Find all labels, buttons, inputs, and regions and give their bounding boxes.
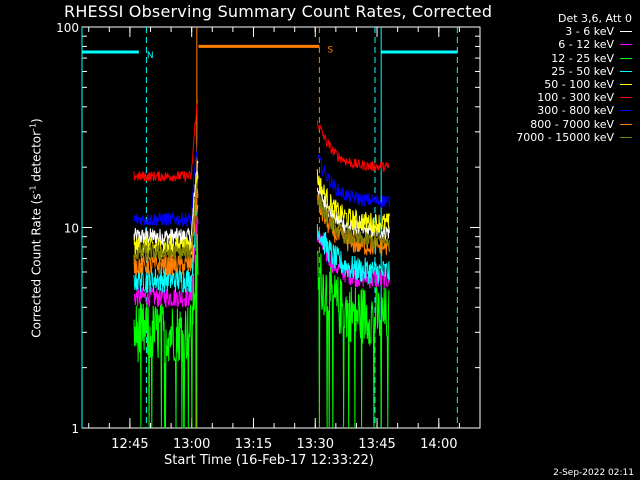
annotation-label: S bbox=[327, 45, 333, 55]
legend-swatch bbox=[620, 123, 632, 125]
x-tick-label: 13:45 bbox=[358, 437, 395, 452]
series-line bbox=[316, 223, 390, 285]
legend-swatch bbox=[620, 136, 632, 138]
series-line bbox=[133, 205, 199, 294]
series-line bbox=[133, 216, 199, 309]
legend-item: 25 - 50 keV bbox=[486, 65, 632, 78]
legend-item: 3 - 6 keV bbox=[486, 25, 632, 38]
x-tick-label: 13:15 bbox=[235, 437, 272, 452]
series-line bbox=[316, 169, 390, 234]
legend-item-label: 12 - 25 keV bbox=[551, 51, 614, 65]
annotation-label: N bbox=[147, 51, 154, 61]
legend-item-label: 50 - 100 keV bbox=[544, 77, 614, 91]
legend-item: 50 - 100 keV bbox=[486, 78, 632, 91]
legend-item-label: 100 - 300 keV bbox=[537, 91, 614, 105]
chart-title: RHESSI Observing Summary Count Rates, Co… bbox=[64, 2, 493, 21]
legend-swatch bbox=[620, 70, 632, 72]
legend-item-label: 800 - 7000 keV bbox=[530, 117, 614, 131]
legend-item-label: 25 - 50 keV bbox=[551, 64, 614, 78]
y-tick-label: 1 bbox=[71, 422, 79, 436]
x-axis-label: Start Time (16-Feb-17 12:33:22) bbox=[164, 453, 374, 468]
legend-item-label: 7000 - 15000 keV bbox=[516, 130, 614, 144]
footer-date: 2-Sep-2022 02:11 bbox=[553, 468, 634, 478]
legend-item-label: 6 - 12 keV bbox=[558, 38, 614, 52]
series-line bbox=[316, 154, 390, 208]
legend-swatch bbox=[620, 97, 632, 99]
series-line bbox=[316, 120, 390, 173]
plot-frame bbox=[81, 26, 481, 429]
legend-swatch bbox=[620, 57, 632, 59]
series-line bbox=[133, 160, 199, 246]
legend-swatch bbox=[620, 110, 632, 112]
legend-item-label: 300 - 800 keV bbox=[537, 104, 614, 118]
x-tick-label: 13:30 bbox=[297, 437, 334, 452]
legend-item-label: 3 - 6 keV bbox=[565, 25, 614, 39]
series-line bbox=[133, 136, 199, 228]
legend-item: 6 - 12 keV bbox=[486, 38, 632, 51]
legend-item: 300 - 800 keV bbox=[486, 104, 632, 117]
series-line bbox=[133, 180, 199, 262]
y-tick-label: 100 bbox=[56, 21, 79, 35]
legend-swatch bbox=[620, 44, 632, 46]
series-line bbox=[316, 194, 390, 249]
series-line bbox=[316, 250, 390, 429]
y-tick-label: 10 bbox=[64, 222, 79, 236]
legend-item: 100 - 300 keV bbox=[486, 91, 632, 104]
legend-swatch bbox=[620, 31, 632, 33]
series-line bbox=[133, 99, 199, 183]
legend-header: Det 3,6, Att 0 bbox=[558, 12, 632, 25]
legend-item: 800 - 7000 keV bbox=[486, 118, 632, 131]
x-tick-label: 14:00 bbox=[420, 437, 457, 452]
legend-swatch bbox=[620, 84, 632, 86]
series-line bbox=[133, 234, 199, 429]
legend-item: 7000 - 15000 keV bbox=[486, 131, 632, 144]
x-tick-label: 13:00 bbox=[173, 437, 210, 452]
y-axis-label: Corrected Count Rate (s-1 detector-1) bbox=[28, 118, 44, 338]
legend-item: 12 - 25 keV bbox=[486, 52, 632, 65]
x-tick-label: 12:45 bbox=[111, 437, 148, 452]
legend: Det 3,6, Att 0 3 - 6 keV 6 - 12 keV 12 - 2… bbox=[486, 12, 632, 144]
